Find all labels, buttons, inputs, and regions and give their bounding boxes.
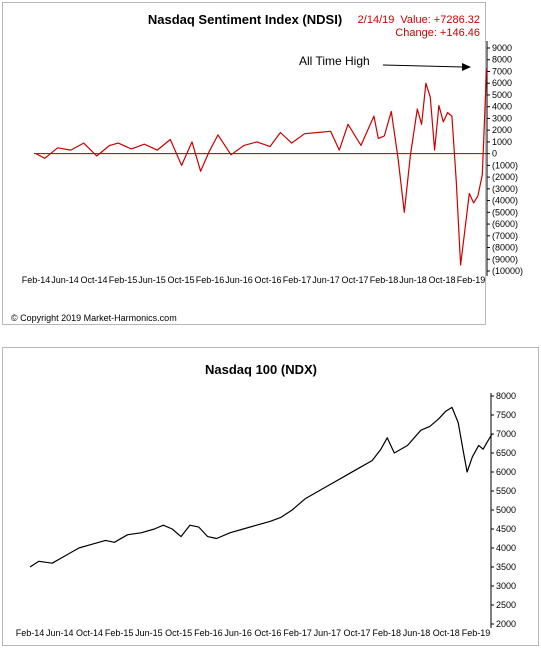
- ndsi-x-tick-label: Jun-14: [51, 275, 79, 285]
- ndsi-readout-date: 2/14/19: [358, 14, 395, 26]
- ndsi-y-tick-label: (3000): [492, 184, 518, 194]
- ndsi-annotation: All Time High: [299, 54, 370, 68]
- ndx-y-tick-label: 4500: [496, 524, 516, 534]
- ndsi-y-tick-label: (6000): [492, 219, 518, 229]
- ndx-x-tick-label: Feb-16: [194, 628, 223, 638]
- ndx-x-tick-label: Oct-14: [76, 628, 103, 638]
- ndsi-x-tick-label: Feb-15: [109, 275, 138, 285]
- ndx-x-tick-label: Jun-15: [135, 628, 163, 638]
- ndx-x-tick-label: Oct-18: [433, 628, 460, 638]
- ndsi-readout-value: Value: +7286.32: [400, 14, 480, 26]
- ndsi-x-tick-label: Feb-17: [283, 275, 312, 285]
- ndsi-y-tick-label: 1000: [492, 137, 512, 147]
- ndsi-y-tick-label: 8000: [492, 55, 512, 65]
- ndx-x-ticks: Feb-14 Jun-14 Oct-14 Feb-15 Jun-15 Oct-15 Feb-…: [16, 628, 491, 638]
- ndsi-y-tick-label: 3000: [492, 113, 512, 123]
- ndx-x-tick-label: Feb-15: [105, 628, 134, 638]
- ndx-x-tick-label: Jun-17: [314, 628, 342, 638]
- ndsi-x-tick-label: Feb-14: [22, 275, 51, 285]
- ndsi-y-tick-label: 2000: [492, 125, 512, 135]
- copyright-text: © Copyright 2019 Market-Harmonics.com: [11, 313, 177, 323]
- ndsi-x-tick-label: Oct-17: [341, 275, 368, 285]
- ndx-series-line: [29, 406, 493, 568]
- ndsi-y-tick-label: (5000): [492, 207, 518, 217]
- ndsi-y-tick-label: (9000): [492, 254, 518, 264]
- ndx-y-tick-label: 3000: [496, 581, 516, 591]
- ndsi-readout-change: Change: +146.46: [395, 27, 480, 39]
- ndx-y-tick-label: 7000: [496, 429, 516, 439]
- ndsi-y-tick-label: 5000: [492, 90, 512, 100]
- ndx-x-tick-label: Jun-18: [403, 628, 431, 638]
- ndsi-y-tick-label: 4000: [492, 102, 512, 112]
- ndsi-x-tick-label: Feb-16: [196, 275, 225, 285]
- ndsi-x-tick-label: Feb-18: [370, 275, 399, 285]
- ndx-y-tick-label: 8000: [496, 391, 516, 401]
- ndx-chart: Nasdaq 100 (NDX) Feb-14 Jun-14 Oct-14 Feb-1…: [16, 362, 516, 638]
- ndx-title: Nasdaq 100 (NDX): [205, 362, 317, 377]
- ndx-y-tick-label: 5500: [496, 486, 516, 496]
- ndx-x-tick-label: Feb-18: [373, 628, 402, 638]
- ndsi-x-ticks: Feb-14 Jun-14 Oct-14 Feb-15 Jun-15 Oct-15 Feb-…: [22, 275, 486, 285]
- ndsi-x-tick-label: Oct-15: [167, 275, 194, 285]
- ndsi-annotation-arrowhead: [462, 63, 471, 71]
- ndsi-y-ticks: 9000800070006000500040003000200010000(10…: [487, 43, 523, 276]
- ndsi-series-line: [35, 68, 488, 266]
- ndsi-x-tick-label: Jun-15: [138, 275, 166, 285]
- ndsi-y-tick-label: (4000): [492, 196, 518, 206]
- ndx-y-tick-label: 4000: [496, 543, 516, 553]
- ndx-x-tick-label: Jun-16: [224, 628, 252, 638]
- ndsi-y-tick-label: (10000): [492, 266, 523, 276]
- ndx-y-tick-label: 5000: [496, 505, 516, 515]
- ndx-y-tick-label: 3500: [496, 562, 516, 572]
- ndx-x-tick-label: Oct-15: [165, 628, 192, 638]
- ndx-x-tick-label: Oct-16: [254, 628, 281, 638]
- ndsi-y-tick-label: (7000): [492, 231, 518, 241]
- ndsi-y-tick-label: 7000: [492, 66, 512, 76]
- ndsi-x-tick-label: Jun-16: [225, 275, 253, 285]
- ndx-y-tick-label: 6000: [496, 467, 516, 477]
- ndsi-x-tick-label: Oct-16: [254, 275, 281, 285]
- ndsi-x-tick-label: Jun-18: [399, 275, 427, 285]
- ndsi-title: Nasdaq Sentiment Index (NDSI): [148, 12, 342, 27]
- ndx-y-tick-label: 6500: [496, 448, 516, 458]
- ndsi-y-tick-label: (2000): [492, 172, 518, 182]
- ndx-y-tick-label: 7500: [496, 410, 516, 420]
- ndx-y-tick-label: 2500: [496, 600, 516, 610]
- ndsi-x-tick-label: Oct-14: [80, 275, 107, 285]
- ndx-x-tick-label: Oct-17: [344, 628, 371, 638]
- ndsi-y-tick-label: 9000: [492, 43, 512, 53]
- ndsi-chart: Nasdaq Sentiment Index (NDSI) 2/14/19 Val…: [11, 12, 523, 323]
- ndx-x-tick-label: Feb-19: [462, 628, 491, 638]
- ndsi-x-tick-label: Jun-17: [312, 275, 340, 285]
- ndsi-y-tick-label: 6000: [492, 78, 512, 88]
- ndsi-readout-date-value: 2/14/19 Value: +7286.32: [358, 14, 480, 26]
- ndx-x-tick-label: Feb-14: [16, 628, 45, 638]
- ndx-x-tick-label: Feb-17: [283, 628, 312, 638]
- ndsi-y-tick-label: (8000): [492, 243, 518, 253]
- ndx-x-tick-label: Jun-14: [46, 628, 74, 638]
- ndsi-annotation-arrow-line: [382, 64, 464, 68]
- ndsi-y-tick-label: (1000): [492, 160, 518, 170]
- ndx-y-tick-label: 2000: [496, 619, 516, 629]
- ndsi-y-tick-label: 0: [492, 149, 497, 159]
- ndsi-x-tick-label: Feb-19: [457, 275, 486, 285]
- ndx-y-ticks: 8000 7500 7000 6500 6000 5500 5000 4500 4000 3500…: [491, 391, 516, 629]
- ndsi-x-tick-label: Oct-18: [428, 275, 455, 285]
- ndx-chart-panel: Nasdaq 100 (NDX) Feb-14 Jun-14 Oct-14 Feb-1…: [2, 347, 539, 646]
- ndsi-chart-panel: Nasdaq Sentiment Index (NDSI) 2/14/19 Val…: [2, 2, 523, 325]
